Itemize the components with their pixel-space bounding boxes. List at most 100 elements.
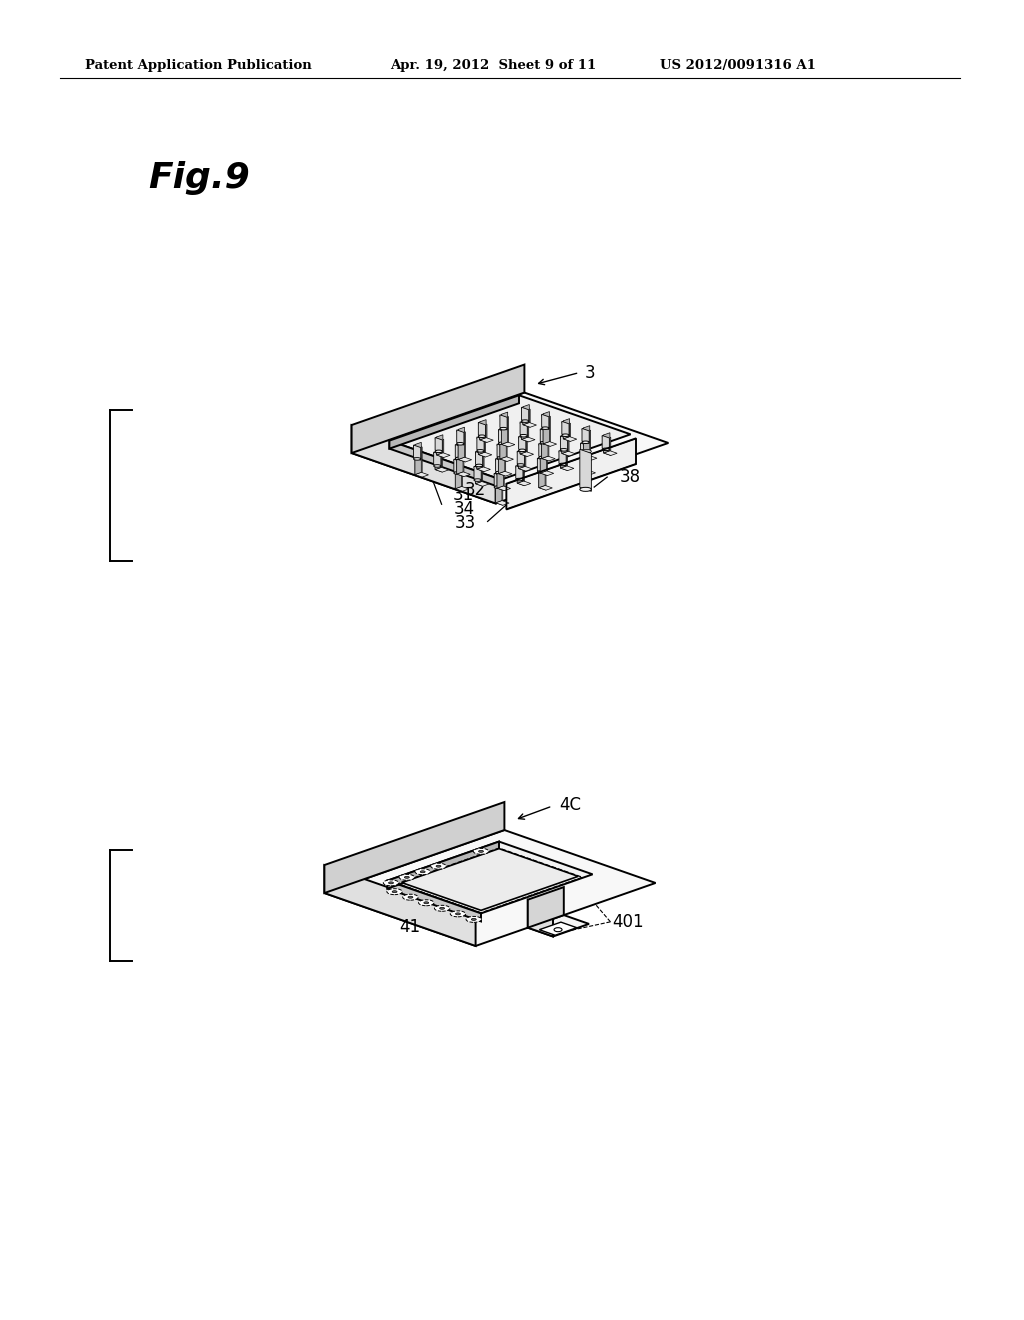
Text: 32: 32	[465, 480, 485, 499]
Ellipse shape	[562, 421, 569, 424]
Text: Patent Application Publication: Patent Application Publication	[85, 58, 311, 71]
Ellipse shape	[456, 445, 463, 447]
Ellipse shape	[580, 487, 592, 491]
Ellipse shape	[495, 474, 502, 475]
Ellipse shape	[415, 869, 430, 875]
Polygon shape	[502, 442, 515, 446]
Polygon shape	[520, 434, 526, 454]
Polygon shape	[538, 458, 545, 474]
Polygon shape	[389, 395, 519, 449]
Polygon shape	[584, 428, 591, 461]
Ellipse shape	[435, 437, 442, 440]
Ellipse shape	[516, 466, 523, 469]
Ellipse shape	[456, 913, 461, 915]
Polygon shape	[543, 412, 550, 444]
Polygon shape	[603, 450, 617, 455]
Ellipse shape	[431, 863, 446, 869]
Ellipse shape	[521, 420, 528, 422]
Polygon shape	[475, 482, 489, 486]
Polygon shape	[563, 437, 577, 441]
Polygon shape	[539, 444, 546, 458]
Ellipse shape	[581, 455, 588, 458]
Polygon shape	[389, 441, 501, 487]
Polygon shape	[496, 458, 503, 474]
Polygon shape	[499, 429, 506, 445]
Polygon shape	[478, 453, 492, 457]
Polygon shape	[457, 430, 464, 445]
Polygon shape	[520, 451, 534, 457]
Ellipse shape	[471, 919, 476, 920]
Ellipse shape	[474, 479, 481, 482]
Polygon shape	[389, 395, 631, 479]
Polygon shape	[560, 447, 566, 469]
Ellipse shape	[541, 441, 548, 444]
Ellipse shape	[516, 478, 523, 480]
Ellipse shape	[399, 874, 415, 880]
Ellipse shape	[388, 882, 393, 884]
Polygon shape	[541, 429, 548, 444]
Polygon shape	[435, 437, 442, 453]
Ellipse shape	[404, 876, 410, 878]
Text: Apr. 19, 2012  Sheet 9 of 11: Apr. 19, 2012 Sheet 9 of 11	[390, 58, 596, 71]
Polygon shape	[543, 413, 550, 446]
Ellipse shape	[582, 429, 589, 430]
Ellipse shape	[496, 471, 503, 474]
Polygon shape	[563, 418, 569, 438]
Polygon shape	[387, 842, 499, 888]
Ellipse shape	[457, 430, 464, 433]
Ellipse shape	[436, 865, 441, 867]
Polygon shape	[523, 407, 530, 428]
Polygon shape	[523, 404, 529, 425]
Ellipse shape	[424, 902, 429, 904]
Polygon shape	[351, 425, 496, 503]
Ellipse shape	[554, 928, 562, 932]
Ellipse shape	[602, 436, 609, 438]
Ellipse shape	[474, 466, 481, 469]
Polygon shape	[502, 414, 509, 446]
Ellipse shape	[475, 451, 482, 454]
Polygon shape	[520, 436, 527, 457]
Polygon shape	[414, 445, 421, 461]
Polygon shape	[458, 457, 472, 462]
Ellipse shape	[520, 422, 527, 424]
Polygon shape	[499, 471, 512, 477]
Polygon shape	[521, 437, 536, 442]
Ellipse shape	[473, 849, 488, 854]
Polygon shape	[520, 422, 527, 437]
Ellipse shape	[434, 465, 441, 467]
Polygon shape	[500, 414, 507, 430]
Polygon shape	[521, 421, 528, 442]
Polygon shape	[496, 473, 503, 506]
Ellipse shape	[538, 458, 545, 461]
Polygon shape	[518, 466, 532, 471]
Text: 401: 401	[612, 913, 644, 931]
Polygon shape	[497, 444, 504, 459]
Ellipse shape	[478, 436, 485, 437]
Polygon shape	[325, 865, 475, 946]
Ellipse shape	[539, 444, 546, 446]
Polygon shape	[581, 444, 588, 458]
Text: Fig.9: Fig.9	[148, 161, 250, 195]
Ellipse shape	[521, 408, 528, 409]
Ellipse shape	[500, 428, 507, 430]
Text: 34: 34	[454, 500, 475, 519]
Polygon shape	[517, 451, 524, 466]
Text: US 2012/0091316 A1: US 2012/0091316 A1	[660, 58, 816, 71]
Polygon shape	[475, 463, 481, 483]
Polygon shape	[478, 437, 485, 457]
Polygon shape	[477, 467, 490, 471]
Polygon shape	[507, 438, 636, 510]
Ellipse shape	[456, 457, 463, 459]
Polygon shape	[527, 900, 553, 936]
Polygon shape	[351, 364, 524, 453]
Ellipse shape	[518, 449, 526, 451]
Ellipse shape	[477, 450, 484, 451]
Polygon shape	[602, 436, 609, 450]
Polygon shape	[477, 449, 483, 469]
Polygon shape	[562, 451, 575, 455]
Polygon shape	[456, 445, 463, 459]
Ellipse shape	[581, 444, 588, 446]
Ellipse shape	[582, 441, 589, 444]
Polygon shape	[582, 441, 589, 473]
Polygon shape	[542, 429, 549, 461]
